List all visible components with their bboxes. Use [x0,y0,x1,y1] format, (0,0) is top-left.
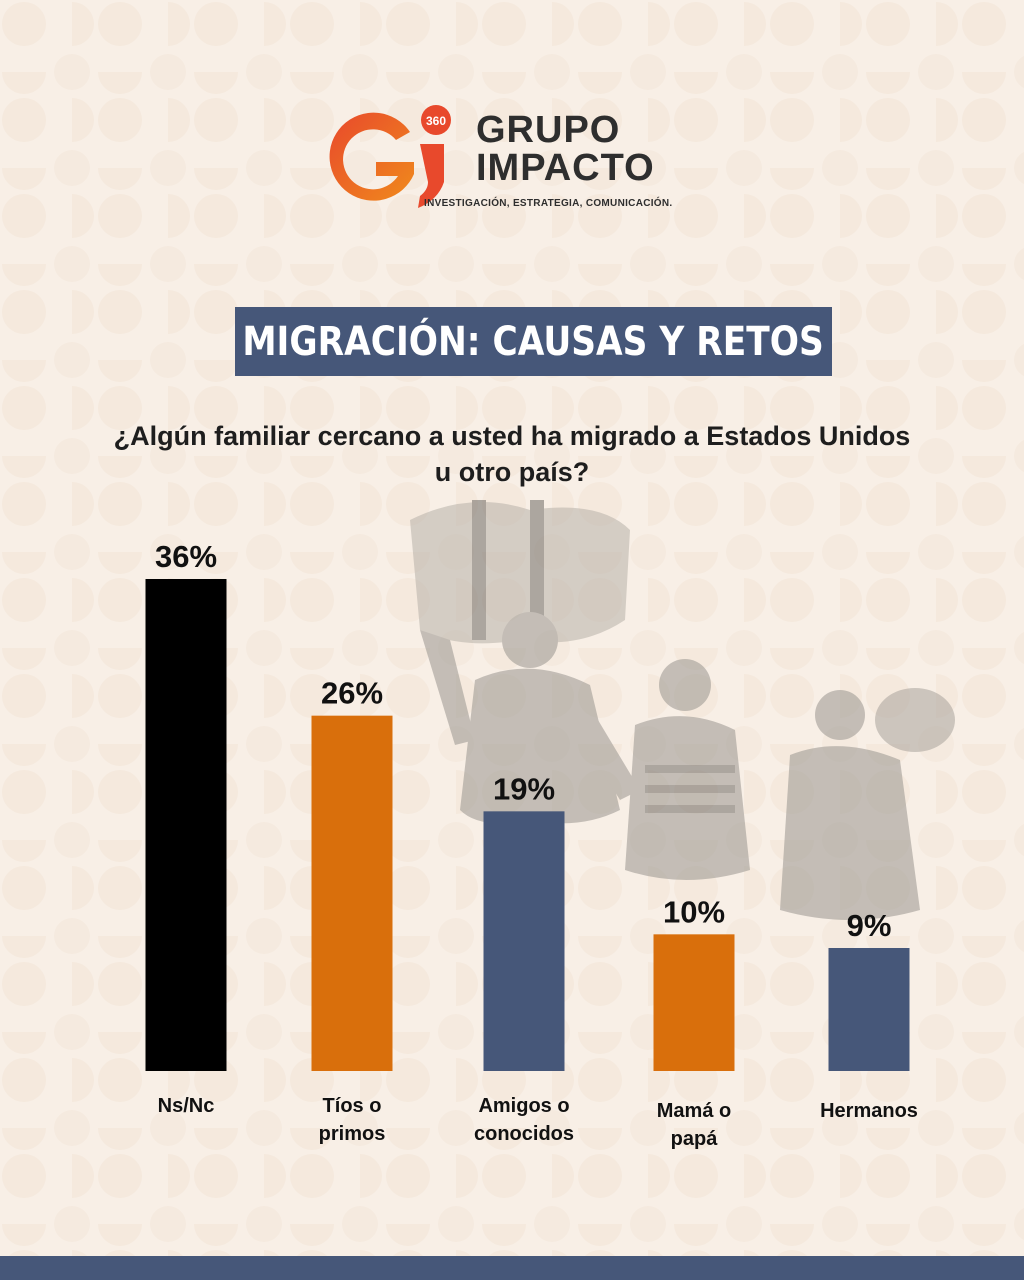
bar-2 [483,811,565,1071]
survey-question: ¿Algún familiar cercano a usted ha migra… [113,421,911,487]
migrants-photo [410,500,955,920]
category-label-line: Amigos o [478,1095,570,1117]
page-title: MIGRACIÓN: CAUSAS Y RETOS [242,318,825,365]
category-label-3: Mamá o papá [609,1097,779,1153]
category-label-line: Tíos o [322,1095,382,1117]
value-label-4: 9% [847,908,892,943]
category-label-line: Ns/Nc [157,1095,215,1117]
value-label-3: 10% [663,894,725,929]
value-label-1: 26% [321,676,383,711]
category-label-4: Hermanos [784,1097,954,1125]
bar-1 [311,715,393,1071]
category-label-line: papá [670,1128,718,1150]
bar-3 [653,934,735,1071]
category-label-2: Amigos o conocidos [439,1092,609,1148]
value-label-0: 36% [155,539,217,574]
bar-4 [828,948,910,1071]
title-banner: MIGRACIÓN: CAUSAS Y RETOS [235,307,832,376]
bar-0 [145,579,227,1071]
brand-name-line1: GRUPO [476,109,621,151]
category-label-line: conocidos [473,1123,574,1145]
logo-badge: 360 [426,114,446,128]
category-label-line: Mamá o [656,1100,732,1122]
logo-mark-icon: 360 [329,105,451,208]
brand-logo: 360 GRUPO IMPACTO INVESTIGACIÓN, ESTRATE… [318,96,718,216]
footer-bar [0,1256,1024,1280]
category-label-line: Hermanos [820,1100,918,1122]
category-label-0: Ns/Nc [101,1092,271,1120]
category-label-line: primos [318,1123,386,1145]
category-label-1: Tíos o primos [267,1092,437,1148]
value-label-2: 19% [493,771,555,806]
brand-tagline: INVESTIGACIÓN, ESTRATEGIA, COMUNICACIÓN. [424,198,673,209]
brand-name-line2: IMPACTO [476,147,655,189]
